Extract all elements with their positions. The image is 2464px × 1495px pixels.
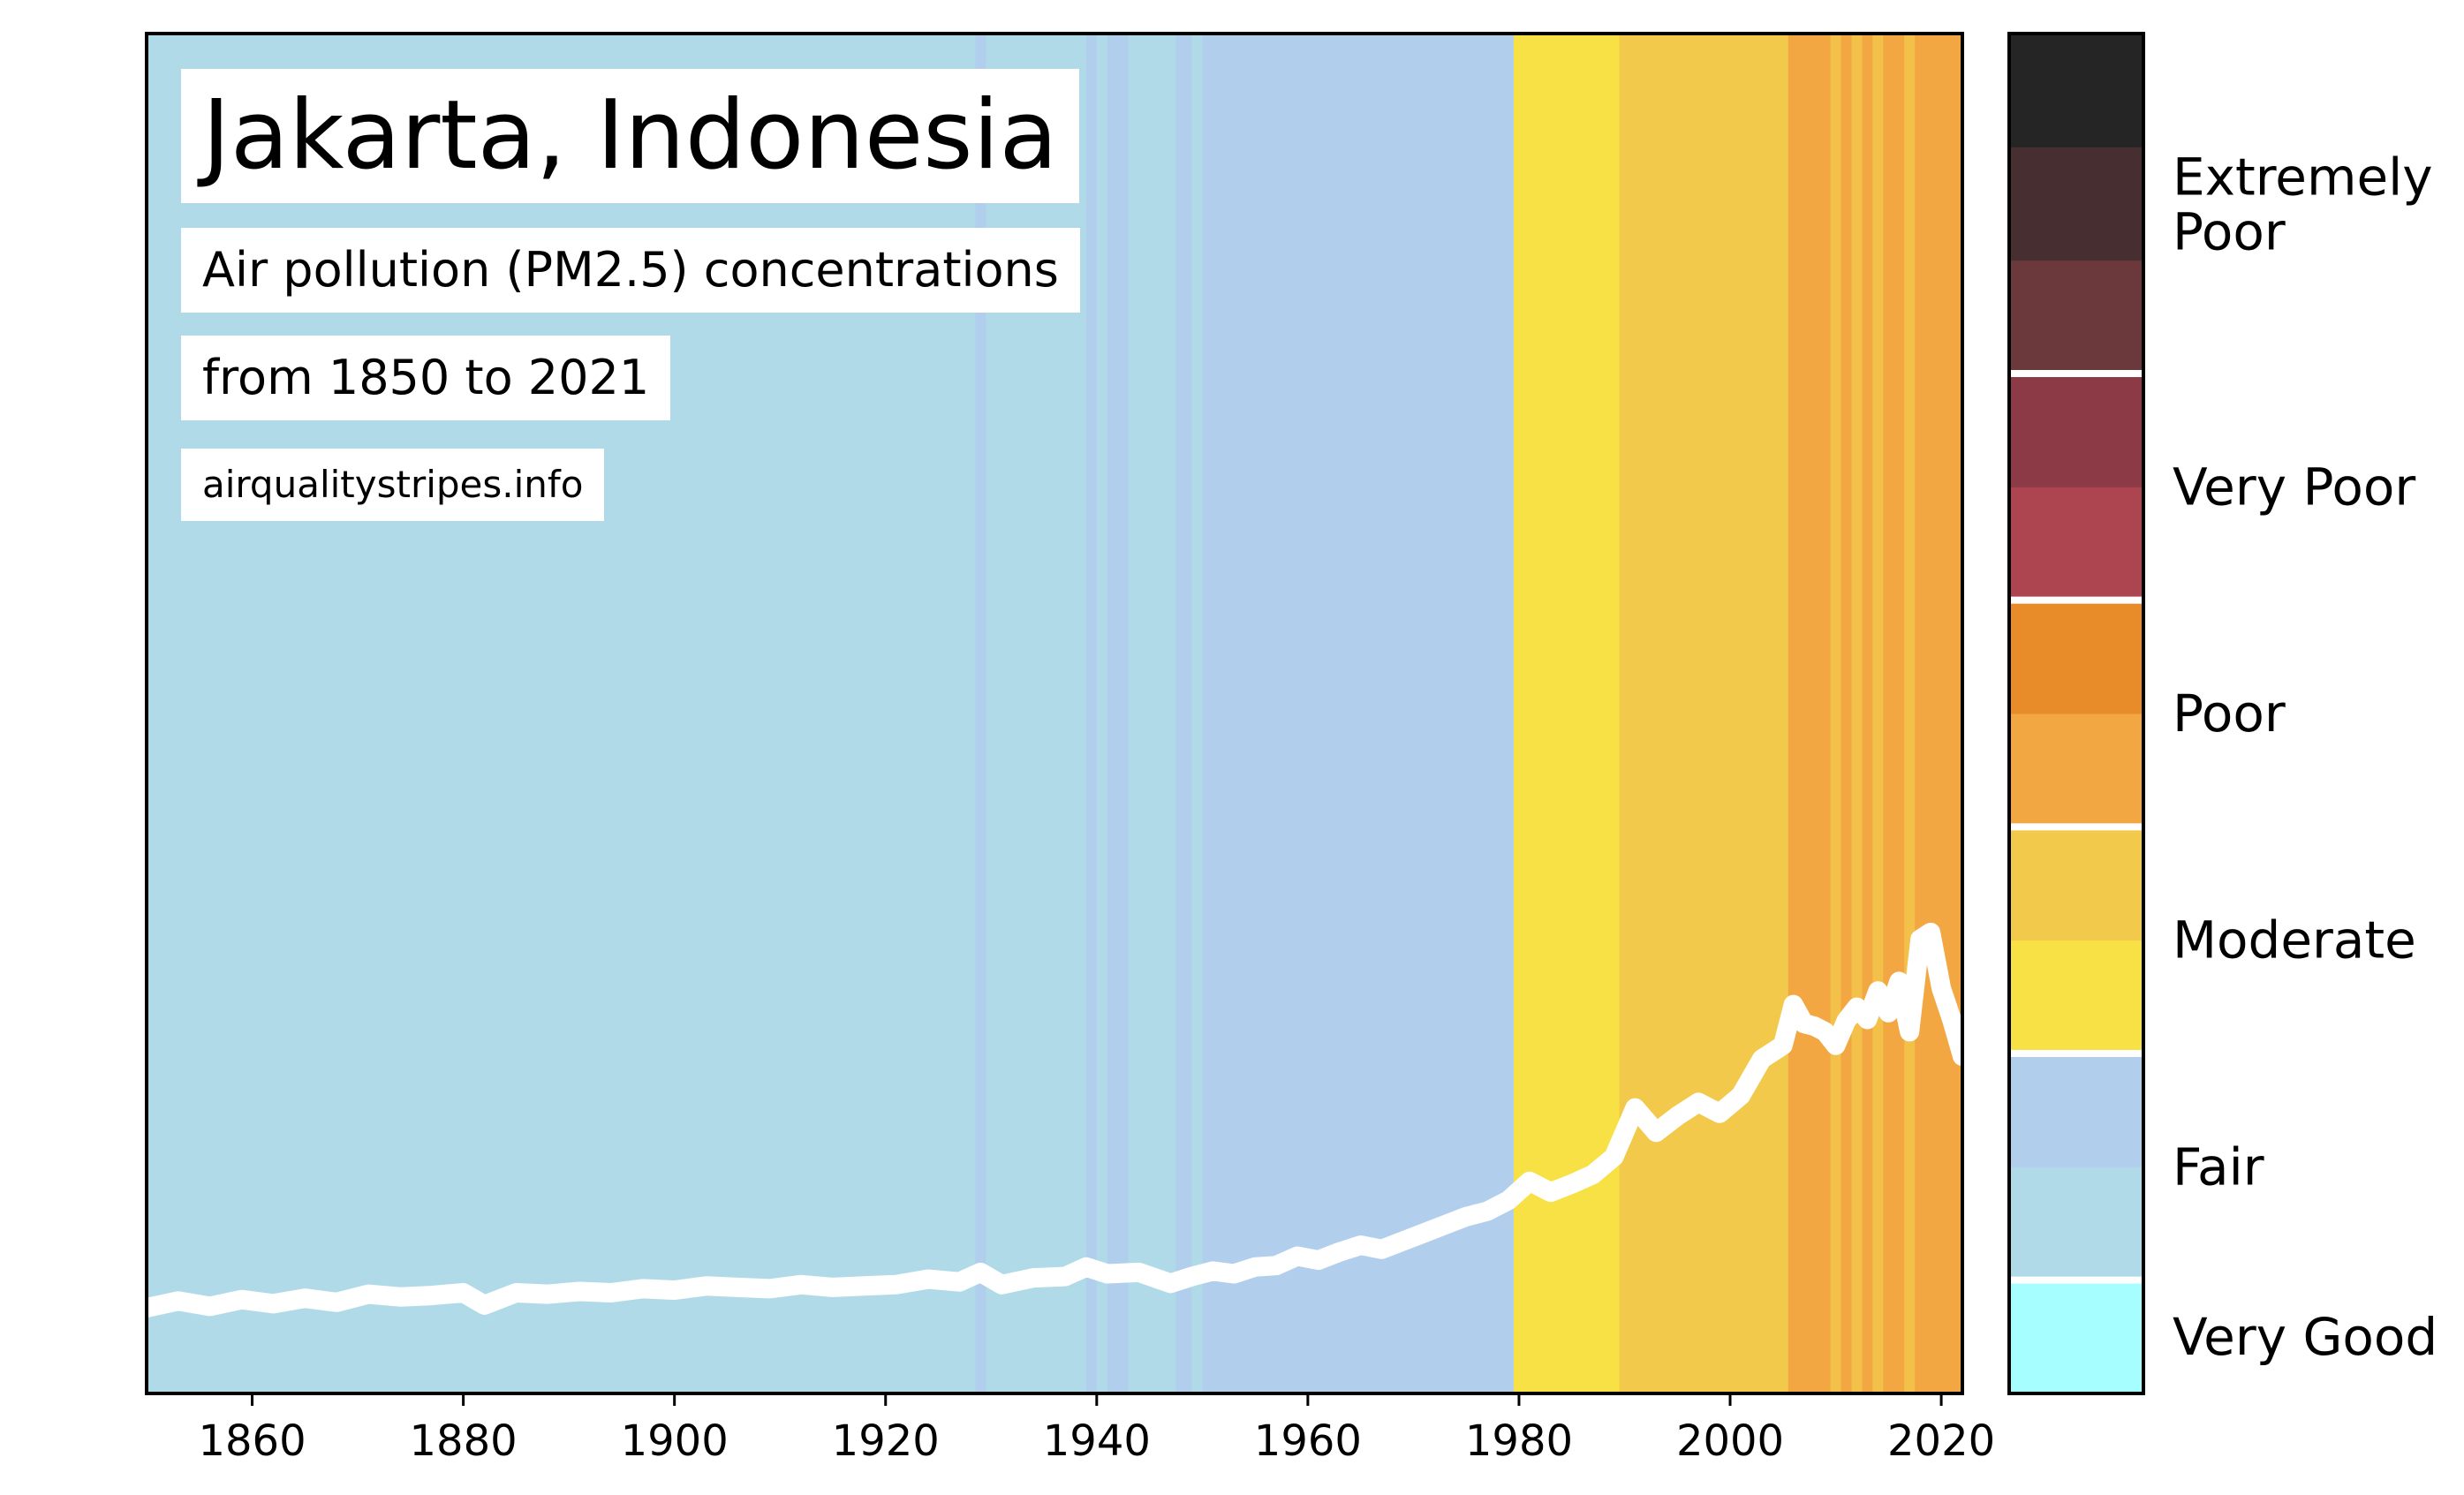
colorbar-swatch-3 (2009, 940, 2143, 1054)
x-tick-label-1900: 1900 (621, 1416, 729, 1466)
stripe-18 (1883, 34, 1905, 1393)
chart-subtitle: Air pollution (PM2.5) concentrations (181, 228, 1080, 313)
category-label-4: Very Poor (2173, 457, 2415, 517)
colorbar-swatch-9 (2009, 260, 2143, 374)
x-tick-label-1960: 1960 (1254, 1416, 1362, 1466)
stripe-16 (1862, 34, 1873, 1393)
x-tick-label-2020: 2020 (1887, 1416, 1995, 1466)
stripe-13 (1830, 34, 1842, 1393)
stripe-8 (1191, 34, 1203, 1393)
colorbar-swatch-7 (2009, 487, 2143, 601)
colorbar-swatch-10 (2009, 147, 2143, 261)
stripe-20 (1915, 34, 1963, 1393)
x-tick-label-1980: 1980 (1465, 1416, 1573, 1466)
category-label-3: Poor (2173, 683, 2286, 744)
colorbar-swatch-0 (2009, 1280, 2143, 1394)
colorbar-labels: Very Good Fair Moderate Poor Very Poor Extrem… (2173, 147, 2438, 1367)
stripe-5 (1107, 34, 1130, 1393)
stripe-11 (1619, 34, 1789, 1393)
category-label-2: Moderate (2173, 910, 2416, 970)
colorbar-swatch-8 (2009, 374, 2143, 487)
stripe-14 (1840, 34, 1852, 1393)
x-tick-label-2000: 2000 (1676, 1416, 1784, 1466)
colorbar-swatch-6 (2009, 600, 2143, 714)
stripe-19 (1904, 34, 1916, 1393)
x-tick-label-1940: 1940 (1043, 1416, 1151, 1466)
stripe-9 (1202, 34, 1515, 1393)
stripe-1 (975, 34, 986, 1393)
colorbar-swatch-11 (2009, 34, 2143, 147)
x-tick-label-1860: 1860 (198, 1416, 306, 1466)
stripe-6 (1128, 34, 1176, 1393)
colorbar-swatch-4 (2009, 827, 2143, 941)
x-tick-label-1880: 1880 (410, 1416, 518, 1466)
chart-title: Jakarta, Indonesia (181, 69, 1079, 203)
category-label-5: Extremely Poor (2173, 147, 2433, 262)
category-label-1: Fair (2173, 1136, 2264, 1197)
stripe-15 (1851, 34, 1863, 1393)
plot-frame (145, 32, 1964, 1395)
source-link[interactable]: airqualitystripes.info (181, 449, 605, 521)
colorbar (2009, 34, 2143, 1394)
stripe-3 (1085, 34, 1098, 1393)
stripe-7 (1175, 34, 1192, 1393)
colorbar-swatch-1 (2009, 1167, 2143, 1281)
colorbar-swatch-5 (2009, 714, 2143, 827)
x-axis: 1860 1880 1900 1920 1940 1960 1980 2000 2020 (198, 1393, 1995, 1466)
stripe-12 (1788, 34, 1832, 1393)
stripe-4 (1096, 34, 1108, 1393)
stripe-17 (1872, 34, 1884, 1393)
category-label-0: Very Good (2173, 1307, 2438, 1367)
colorbar-swatch-2 (2009, 1053, 2143, 1167)
colorbar-frame (2007, 32, 2145, 1395)
pm25-trend-line (137, 922, 1972, 1318)
x-tick-label-1920: 1920 (832, 1416, 940, 1466)
chart-period: from 1850 to 2021 (181, 336, 671, 420)
